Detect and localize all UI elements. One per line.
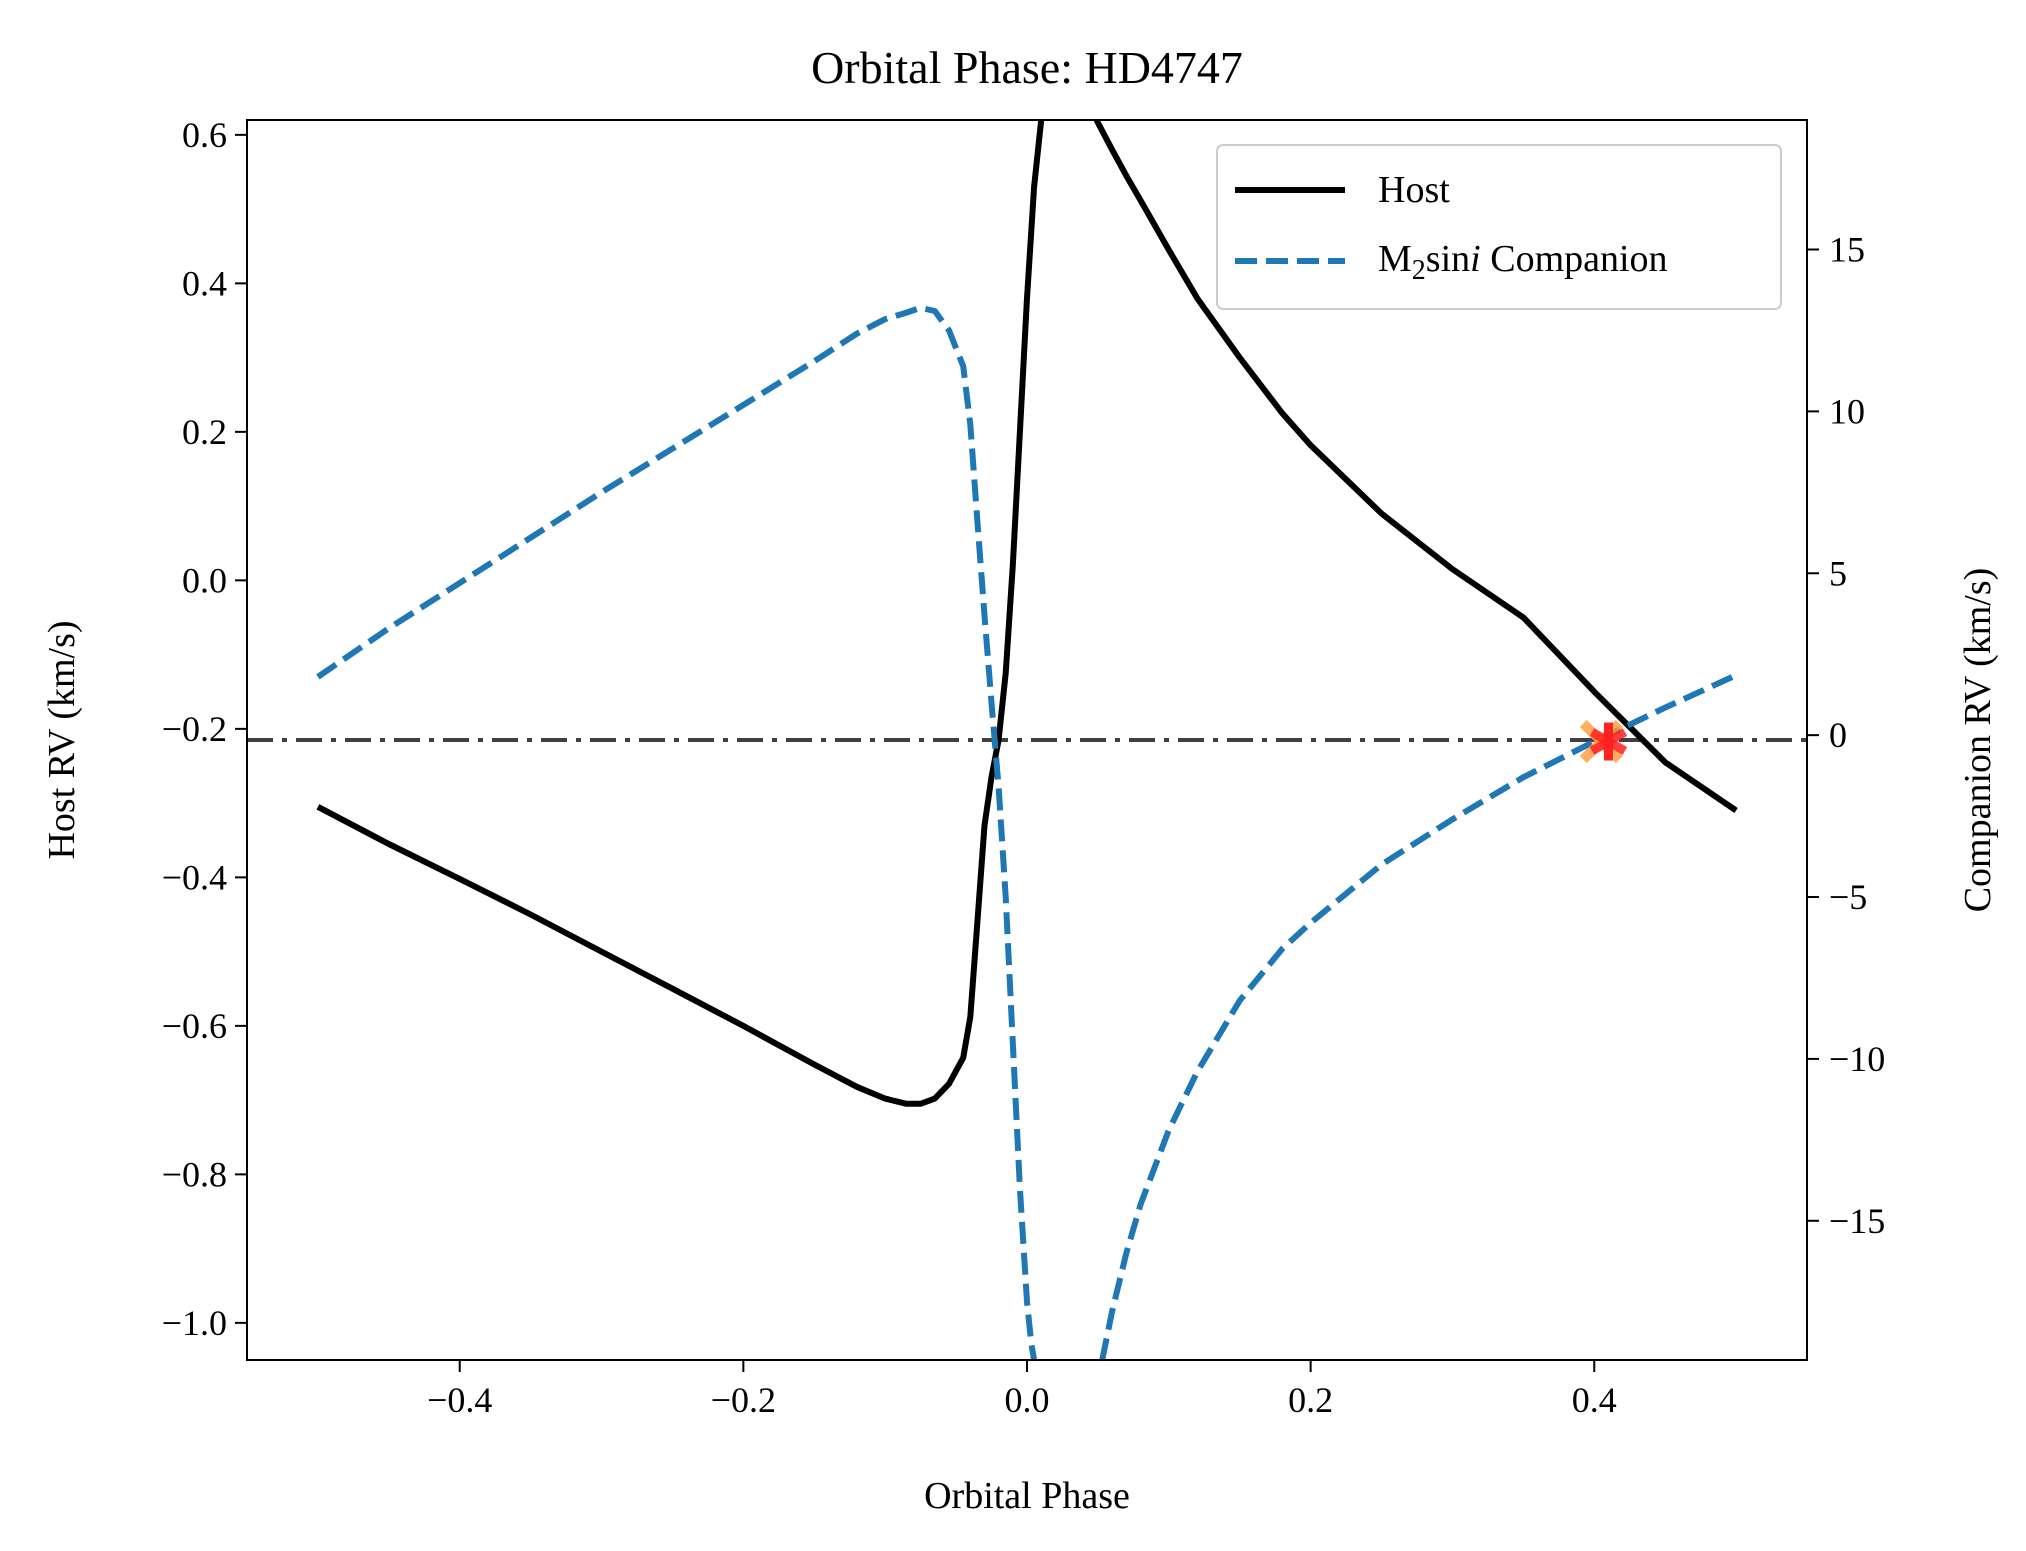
y-right-tick-label: 5 bbox=[1829, 553, 1847, 593]
y-right-tick-label: −15 bbox=[1829, 1201, 1885, 1241]
host-rv-line-0 bbox=[316, 120, 1045, 1107]
chart-title: Orbital Phase: HD4747 bbox=[811, 42, 1243, 93]
plot-area bbox=[247, 120, 1807, 1360]
x-tick-label: 0.4 bbox=[1572, 1380, 1617, 1420]
legend-companion-label-m: M bbox=[1378, 238, 1412, 280]
legend: Host M2sini Companion bbox=[1216, 144, 1782, 310]
legend-companion-label-sub: 2 bbox=[1412, 255, 1426, 286]
y-left-tick-label: −0.6 bbox=[162, 1006, 227, 1046]
y-left-ticks: 0.6 0.4 0.2 0.0 −0.2 −0.4 −0.6 −0.8 −1.0 bbox=[162, 115, 247, 1343]
y-right-tick-label: 10 bbox=[1829, 391, 1865, 431]
companion-rv-line-2 bbox=[316, 304, 1038, 1360]
y-left-tick-label: −1.0 bbox=[162, 1303, 227, 1343]
y-right-tick-label: −10 bbox=[1829, 1039, 1885, 1079]
x-axis-label: Orbital Phase bbox=[924, 1475, 1130, 1517]
legend-companion-label-tail: Companion bbox=[1481, 238, 1668, 280]
x-tick-label: −0.4 bbox=[427, 1380, 492, 1420]
legend-box bbox=[1216, 144, 1782, 310]
y-right-tick-label: −5 bbox=[1829, 877, 1867, 917]
y-right-ticks: 15 10 5 0 −5 −10 −15 bbox=[1807, 230, 1885, 1241]
x-tick-label: 0.2 bbox=[1288, 1380, 1333, 1420]
host-rv-line-1 bbox=[1093, 120, 1738, 813]
legend-host-label: Host bbox=[1378, 169, 1450, 211]
axes-frame bbox=[246, 119, 1808, 1361]
y-left-tick-label: −0.8 bbox=[162, 1154, 227, 1194]
marker-star-1 bbox=[1589, 722, 1628, 761]
y-left-tick-label: −0.2 bbox=[162, 709, 227, 749]
companion-rv-line-3 bbox=[1099, 672, 1738, 1360]
y-axis-right-label: Companion RV (km/s) bbox=[1957, 568, 1999, 913]
y-left-tick-label: 0.2 bbox=[182, 412, 227, 452]
legend-companion-label: M2sini Companion bbox=[1378, 238, 1668, 286]
x-ticks: −0.4 −0.2 0.0 0.2 0.4 bbox=[427, 1360, 1617, 1420]
legend-companion-label-sin: sin bbox=[1426, 238, 1470, 280]
y-right-tick-label: 15 bbox=[1829, 230, 1865, 270]
y-left-tick-label: −0.4 bbox=[162, 857, 227, 897]
legend-companion-label-i: i bbox=[1470, 238, 1481, 280]
x-tick-label: 0.0 bbox=[1005, 1380, 1050, 1420]
y-left-tick-label: 0.0 bbox=[182, 560, 227, 600]
y-right-tick-label: 0 bbox=[1829, 715, 1847, 755]
y-axis-left-label: Host RV (km/s) bbox=[41, 620, 83, 859]
y-left-tick-label: 0.6 bbox=[182, 115, 227, 155]
x-tick-label: −0.2 bbox=[711, 1380, 776, 1420]
y-left-tick-label: 0.4 bbox=[182, 263, 227, 303]
